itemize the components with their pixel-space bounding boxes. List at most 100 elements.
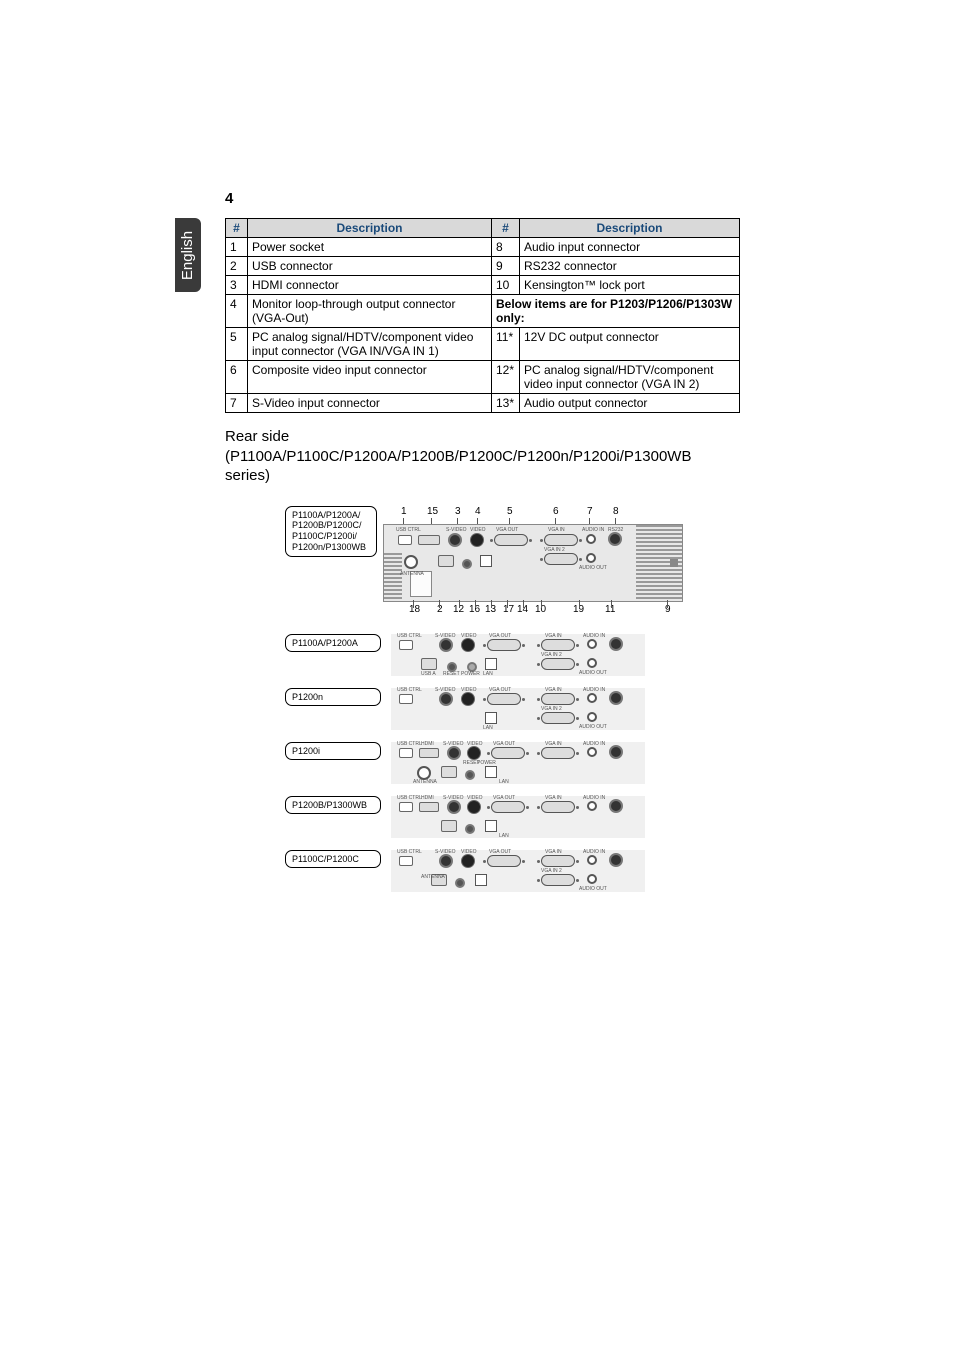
cell-n1: 2	[226, 257, 248, 276]
usb-port-icon	[399, 694, 413, 704]
cell-n2: 10	[492, 276, 520, 295]
table-row: 1 Power socket 8 Audio input connector	[226, 238, 740, 257]
lan-port-icon	[485, 658, 497, 670]
callout: 15	[427, 506, 438, 517]
tick	[491, 600, 492, 608]
vga-in-port-icon	[541, 747, 575, 759]
audio-in-port-icon	[587, 639, 597, 649]
video-port-icon	[467, 746, 481, 760]
port-label: LAN	[499, 779, 509, 785]
video-port-icon	[470, 533, 484, 547]
callout: 5	[507, 506, 513, 517]
antenna-port-icon	[417, 766, 431, 780]
rear-panel-main: 1 15 3 4 5 6 7 8	[383, 506, 683, 622]
port-label: VGA IN 2	[541, 652, 562, 658]
variant-panel: USB CTRL HDMI S-VIDEO VIDEO VGA OUT VGA …	[391, 796, 645, 838]
cell-d1: PC analog signal/HDTV/component video in…	[248, 328, 492, 361]
tick	[413, 600, 414, 608]
callout: 1	[401, 506, 407, 517]
port-label: LAN	[483, 671, 493, 677]
cell-n2: 9	[492, 257, 520, 276]
lan-port-icon	[480, 555, 492, 567]
port-label: RESET	[443, 671, 460, 677]
variant-row: P1100C/P1200C USB CTRL S-VIDEO VIDEO VGA…	[285, 850, 695, 892]
cell-n1: 3	[226, 276, 248, 295]
usb-a-port-icon	[438, 555, 454, 567]
port-label: VGA IN 2	[541, 868, 562, 874]
port-label: AUDIO IN	[583, 795, 605, 801]
video-port-icon	[461, 692, 475, 706]
tick	[475, 600, 476, 608]
cell-n2: 13*	[492, 394, 520, 413]
vga-out-port-icon	[494, 534, 528, 546]
lan-port-icon	[485, 766, 497, 778]
cell-d2: Kensington™ lock port	[520, 276, 740, 295]
page-number: 4	[225, 190, 233, 207]
usb-port-icon	[399, 802, 413, 812]
hdmi-port-icon	[419, 748, 439, 758]
cell-d1: HDMI connector	[248, 276, 492, 295]
tick	[579, 600, 580, 608]
port-label: VGA IN	[548, 527, 565, 533]
rs232-port-icon	[609, 853, 623, 867]
variant-row: P1100A/P1200A USB CTRL S-VIDEO VIDEO VGA…	[285, 634, 695, 676]
vga-out-port-icon	[491, 747, 525, 759]
th-num-1: #	[226, 219, 248, 238]
port-label: AUDIO IN	[583, 687, 605, 693]
port-label: S-VIDEO	[435, 849, 456, 855]
audio-in-port-icon	[587, 801, 597, 811]
video-port-icon	[467, 800, 481, 814]
rs232-port-icon	[609, 745, 623, 759]
svideo-port-icon	[439, 854, 453, 868]
th-desc-2: Description	[520, 219, 740, 238]
tick	[611, 600, 612, 608]
page-content: # Description # Description 1 Power sock…	[225, 218, 740, 892]
callout: 7	[587, 506, 593, 517]
vga-out-port-icon	[487, 855, 521, 867]
port-label: VGA IN	[545, 741, 562, 747]
callout: 18	[409, 604, 420, 615]
port-label: VGA OUT	[489, 849, 511, 855]
cell-d2: PC analog signal/HDTV/component video in…	[520, 361, 740, 394]
port-label: USB CTRL	[397, 633, 422, 639]
vga-in-port-icon	[544, 534, 578, 546]
vga-in-port-icon	[541, 855, 575, 867]
audio-out-port-icon	[586, 553, 596, 563]
table-row: 7 S-Video input connector 13* Audio outp…	[226, 394, 740, 413]
port-label: HDMI	[421, 795, 434, 801]
callout: 4	[475, 506, 481, 517]
cell-n1: 6	[226, 361, 248, 394]
reset-pin-icon	[462, 559, 472, 569]
cell-d1: Monitor loop-through output connector (V…	[248, 295, 492, 328]
variant-panel: USB CTRL HDMI S-VIDEO VIDEO VGA OUT VGA …	[391, 742, 645, 784]
variant-label: P1100A/P1200A	[285, 634, 381, 653]
port-label: ANTENNA	[400, 571, 424, 577]
cell-d1: USB connector	[248, 257, 492, 276]
callout: 3	[455, 506, 461, 517]
port-label: VGA IN 2	[544, 547, 565, 553]
th-desc-1: Description	[248, 219, 492, 238]
rs232-port-icon	[609, 691, 623, 705]
callout: 6	[553, 506, 559, 517]
cell-d1: Composite video input connector	[248, 361, 492, 394]
rs232-port-icon	[608, 532, 622, 546]
port-label: AUDIO OUT	[579, 670, 607, 676]
usb-port-icon	[399, 640, 413, 650]
port-label: USB CTRL	[397, 849, 422, 855]
tick	[507, 600, 508, 608]
audio-in-port-icon	[587, 855, 597, 865]
port-label: LAN	[483, 725, 493, 731]
antenna-port-icon	[404, 555, 418, 569]
port-label: VIDEO	[461, 849, 477, 855]
port-label: S-VIDEO	[435, 633, 456, 639]
table-header-row: # Description # Description	[226, 219, 740, 238]
rs232-port-icon	[609, 637, 623, 651]
port-label: LAN	[499, 833, 509, 839]
port-label: VGA OUT	[496, 527, 518, 533]
port-label: VGA IN	[545, 687, 562, 693]
lan-port-icon	[475, 874, 487, 886]
table-row: 3 HDMI connector 10 Kensington™ lock por…	[226, 276, 740, 295]
port-label: VIDEO	[467, 741, 483, 747]
port-label: USB CTRL	[396, 527, 421, 533]
lan-port-icon	[485, 820, 497, 832]
